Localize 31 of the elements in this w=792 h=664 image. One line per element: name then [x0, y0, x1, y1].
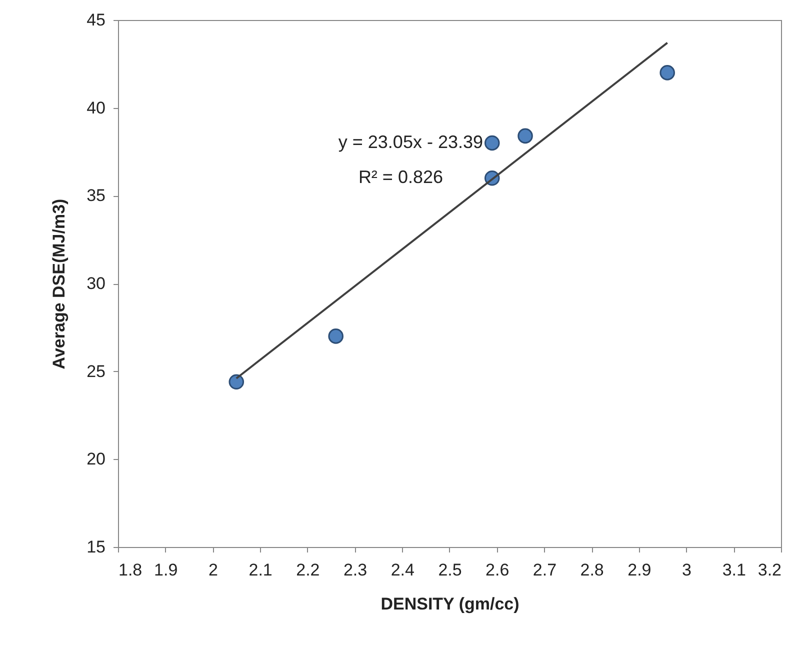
- x-tick-label: 2.6: [486, 560, 510, 580]
- x-tick-label: 2.8: [580, 560, 604, 580]
- x-tick-label: 2.1: [248, 560, 272, 580]
- x-tick-label: 3.2: [758, 560, 782, 580]
- y-axis-title: Average DSE(MJ/m3): [50, 198, 69, 370]
- x-tick-label: 2: [208, 560, 218, 580]
- y-tick-label: 20: [86, 450, 106, 469]
- x-tick-label: 1.9: [154, 560, 178, 580]
- x-tick-label: 2.9: [628, 560, 652, 580]
- point: [660, 65, 675, 80]
- x-tick-label: 3.1: [722, 560, 746, 580]
- x-tick-label: 2.7: [532, 560, 557, 580]
- y-tick-label: 15: [86, 538, 106, 556]
- x-tick-label: 2.4: [390, 560, 414, 580]
- point: [328, 328, 344, 344]
- y-tick-label: 35: [86, 186, 106, 206]
- x-axis-title: DENSITY (gm/cc): [380, 594, 520, 614]
- point: [228, 374, 244, 390]
- y-tick-label: 30: [86, 274, 106, 293]
- x-tick-label: 2.2: [296, 560, 320, 580]
- x-tick-label: 1.8: [118, 560, 142, 580]
- y-tick-label: 40: [86, 98, 106, 118]
- x-tick-label: 2.5: [438, 560, 462, 580]
- y-tick-label: 45: [86, 10, 106, 30]
- x-tick-label: 3: [682, 560, 692, 580]
- annotation: R² = 0.826: [358, 167, 443, 187]
- annotation: y = 23.05x - 23.39: [338, 132, 483, 152]
- point: [484, 135, 500, 151]
- y-tick-label: 25: [86, 362, 106, 381]
- point: [518, 128, 533, 144]
- x-tick-label: 2.3: [343, 560, 368, 580]
